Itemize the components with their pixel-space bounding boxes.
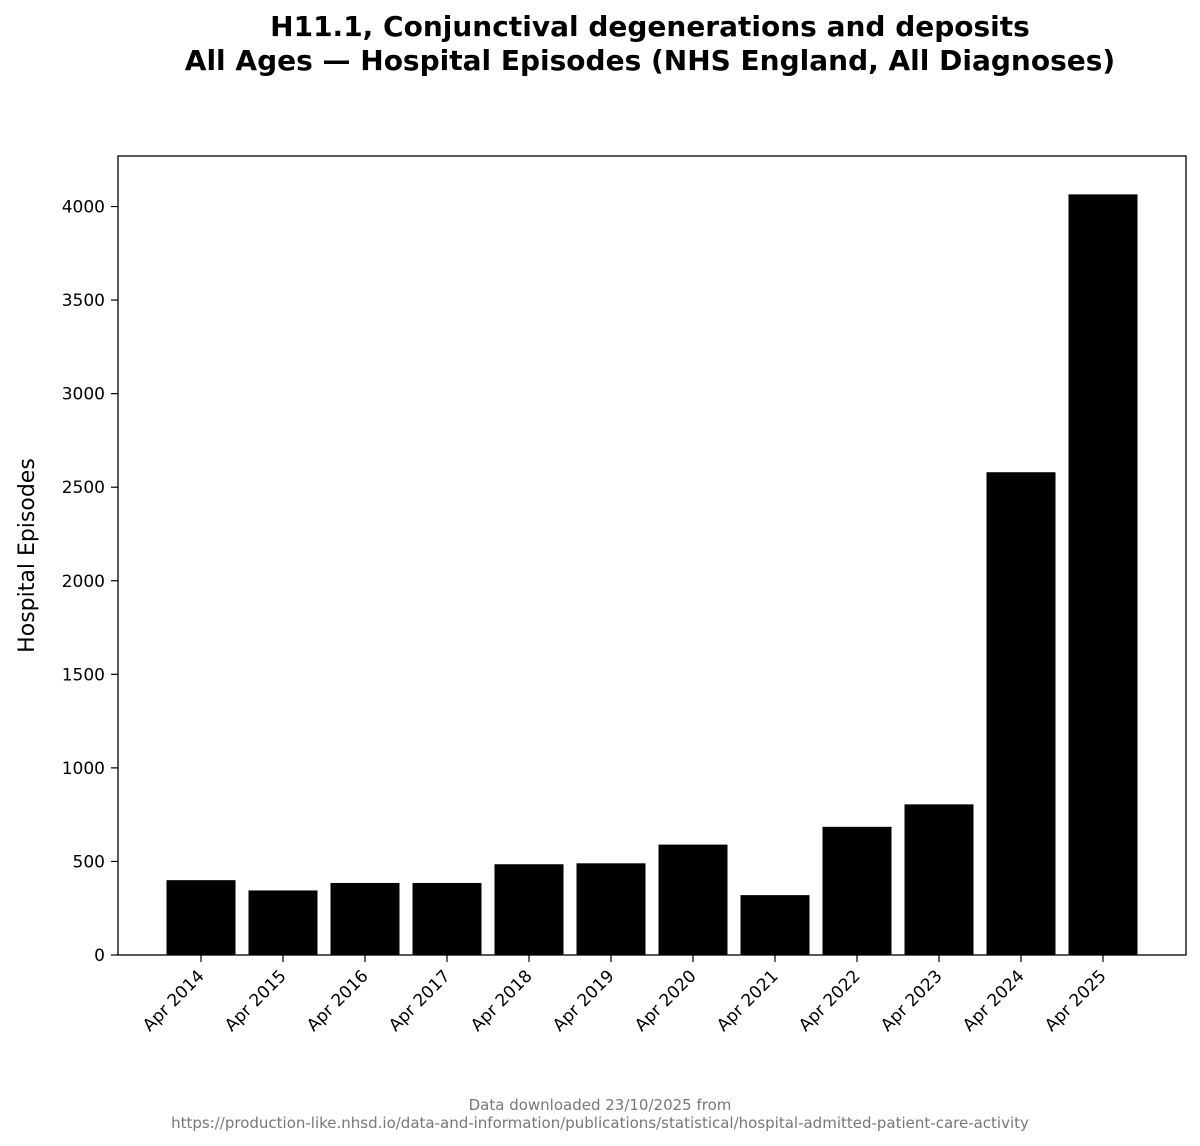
y-tick-label: 1500 bbox=[62, 665, 105, 685]
x-tick-label: Apr 2023 bbox=[877, 966, 946, 1035]
bar-apr-2024 bbox=[986, 472, 1056, 955]
y-tick-label: 3500 bbox=[62, 291, 105, 311]
y-tick-label: 1000 bbox=[62, 759, 105, 779]
bar-apr-2023 bbox=[904, 804, 974, 955]
bar-apr-2017 bbox=[412, 882, 482, 955]
bar-apr-2021 bbox=[740, 895, 810, 955]
chart-title-line-2: All Ages — Hospital Episodes (NHS Englan… bbox=[184, 44, 1116, 77]
x-tick-label: Apr 2019 bbox=[549, 966, 618, 1035]
x-tick-label: Apr 2014 bbox=[139, 966, 208, 1035]
y-tick-label: 500 bbox=[73, 852, 105, 872]
bar-apr-2015 bbox=[248, 890, 318, 955]
x-tick-label: Apr 2022 bbox=[795, 966, 864, 1035]
bar-apr-2020 bbox=[658, 844, 728, 955]
source-note-line-2: https://production-like.nhsd.io/data-and… bbox=[171, 1114, 1029, 1132]
y-tick-label: 4000 bbox=[62, 198, 105, 218]
bar-apr-2014 bbox=[166, 880, 236, 955]
x-tick-label: Apr 2025 bbox=[1041, 966, 1110, 1035]
y-axis-label: Hospital Episodes bbox=[15, 458, 40, 653]
source-note-line-1: Data downloaded 23/10/2025 from bbox=[468, 1096, 732, 1114]
x-tick-label: Apr 2018 bbox=[467, 966, 536, 1035]
chart-title-line-1: H11.1, Conjunctival degenerations and de… bbox=[270, 10, 1030, 43]
x-tick-label: Apr 2020 bbox=[631, 966, 700, 1035]
bar-apr-2019 bbox=[576, 863, 646, 955]
y-tick-label: 0 bbox=[94, 946, 105, 966]
bar-apr-2018 bbox=[494, 864, 564, 955]
x-tick-label: Apr 2024 bbox=[959, 966, 1028, 1035]
bar-apr-2025 bbox=[1068, 194, 1138, 955]
x-tick-label: Apr 2017 bbox=[385, 966, 454, 1035]
x-tick-label: Apr 2021 bbox=[713, 966, 782, 1035]
y-tick-label: 2500 bbox=[62, 478, 105, 498]
plot-frame bbox=[117, 155, 1187, 956]
x-tick-label: Apr 2016 bbox=[303, 966, 372, 1035]
y-tick-label: 2000 bbox=[62, 572, 105, 592]
y-tick-label: 3000 bbox=[62, 385, 105, 405]
bar-apr-2016 bbox=[330, 882, 400, 955]
x-tick-label: Apr 2015 bbox=[221, 966, 290, 1035]
chart-title: H11.1, Conjunctival degenerations and de… bbox=[50, 10, 1200, 78]
bar-apr-2022 bbox=[822, 826, 892, 955]
